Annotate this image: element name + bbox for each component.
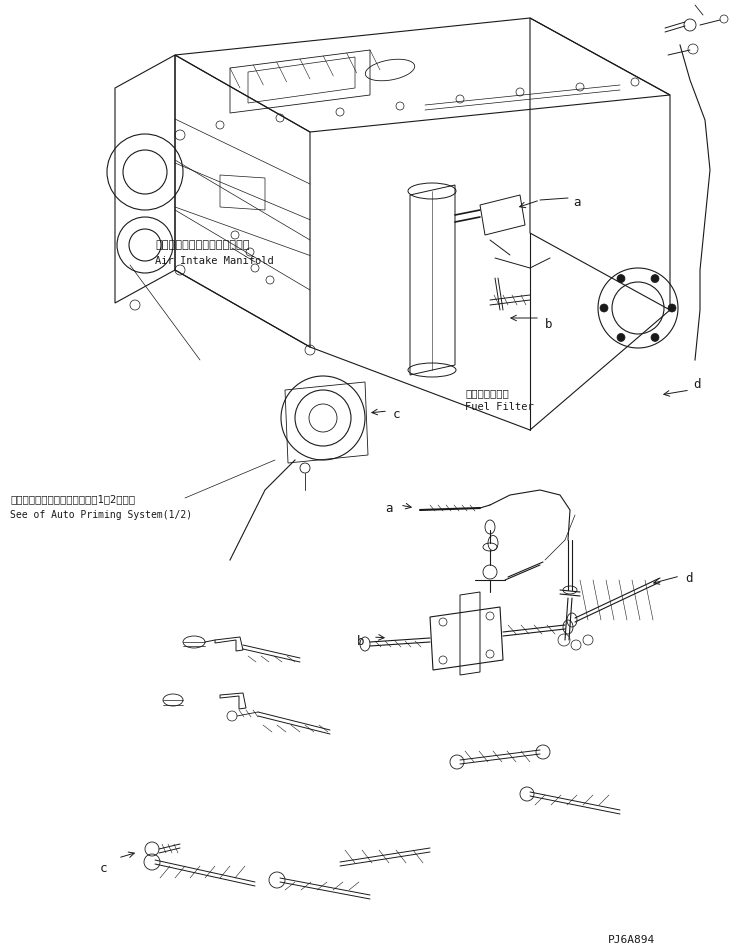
Circle shape xyxy=(600,304,608,312)
Text: c: c xyxy=(100,862,108,875)
Text: Fuel Filter: Fuel Filter xyxy=(465,402,534,412)
Text: オートプライミングシステム（1／2）参照: オートプライミングシステム（1／2）参照 xyxy=(10,494,135,504)
Text: b: b xyxy=(357,635,364,648)
Text: d: d xyxy=(685,572,692,585)
Text: Air Intake Manifold: Air Intake Manifold xyxy=(155,256,274,266)
Text: a: a xyxy=(385,502,393,515)
Text: c: c xyxy=(393,408,400,421)
Text: エアーインテークマニホールド: エアーインテークマニホールド xyxy=(155,240,250,250)
Text: フェルフィルタ: フェルフィルタ xyxy=(465,388,509,398)
Text: a: a xyxy=(573,196,581,209)
Text: b: b xyxy=(545,318,553,331)
Circle shape xyxy=(668,304,676,312)
Circle shape xyxy=(617,333,625,342)
Circle shape xyxy=(651,333,659,342)
Circle shape xyxy=(651,274,659,283)
Text: PJ6A894: PJ6A894 xyxy=(608,935,655,945)
Text: See of Auto Priming System(1/2): See of Auto Priming System(1/2) xyxy=(10,510,192,520)
Text: d: d xyxy=(693,378,700,391)
Circle shape xyxy=(617,274,625,283)
